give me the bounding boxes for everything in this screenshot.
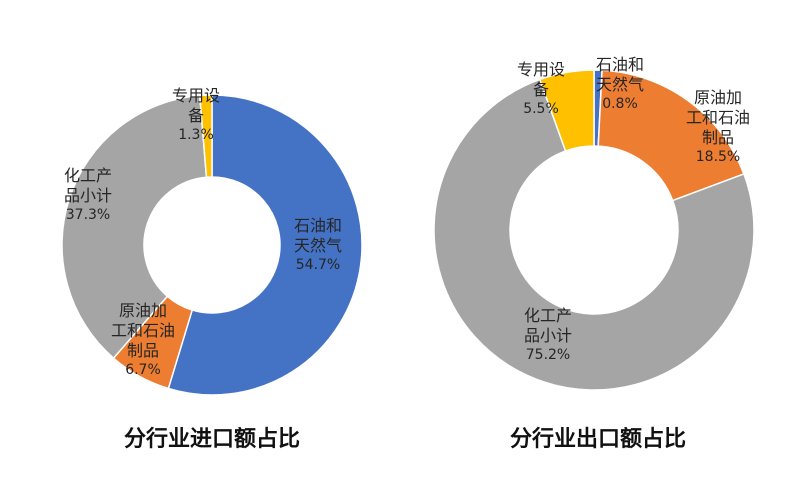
slice-chemicals <box>61 94 208 360</box>
slice-percent-label: 0.8% <box>602 96 638 112</box>
slice-label-line: 原油加 <box>694 88 742 107</box>
slice-label-line: 工和石油 <box>111 321 175 340</box>
slice-percent-label: 5.5% <box>523 101 559 117</box>
slice-percent-label: 37.3% <box>66 207 110 223</box>
slice-label-line: 品小计 <box>64 186 112 205</box>
slice-refined-oil <box>597 69 745 202</box>
slice-label-line: 品小计 <box>524 326 572 345</box>
slice-oil-gas <box>167 94 363 396</box>
slice-label-line: 制品 <box>702 128 734 147</box>
slice-label-line: 专用设 <box>517 60 565 79</box>
slice-percent-label: 1.3% <box>178 127 214 143</box>
export-chart-title: 分行业出口额占比 <box>510 426 686 452</box>
slice-label-line: 工和石油 <box>686 108 750 127</box>
slice-percent-label: 6.7% <box>125 362 161 378</box>
slice-label-line: 备 <box>188 106 204 125</box>
slice-label-line: 制品 <box>127 341 159 360</box>
slice-special-equipment <box>198 94 213 179</box>
slice-label-line: 石油和 <box>596 55 644 74</box>
slice-special-equipment <box>538 69 595 152</box>
slice-label-line: 天然气 <box>294 236 342 255</box>
slice-label-line: 天然气 <box>596 75 644 94</box>
slice-label-line: 原油加 <box>119 301 167 320</box>
slice-chemicals <box>433 78 755 391</box>
slice-label-line: 化工产 <box>524 306 572 325</box>
slice-percent-label: 75.2% <box>526 347 570 363</box>
slice-percent-label: 54.7% <box>296 257 340 273</box>
slice-label-line: 化工产 <box>64 166 112 185</box>
import-chart-title: 分行业进口额占比 <box>124 426 300 452</box>
slice-label-line: 石油和 <box>294 216 342 235</box>
slice-percent-label: 18.5% <box>696 149 740 165</box>
slice-label-line: 备 <box>533 80 549 99</box>
slice-label-line: 专用设 <box>172 86 220 105</box>
